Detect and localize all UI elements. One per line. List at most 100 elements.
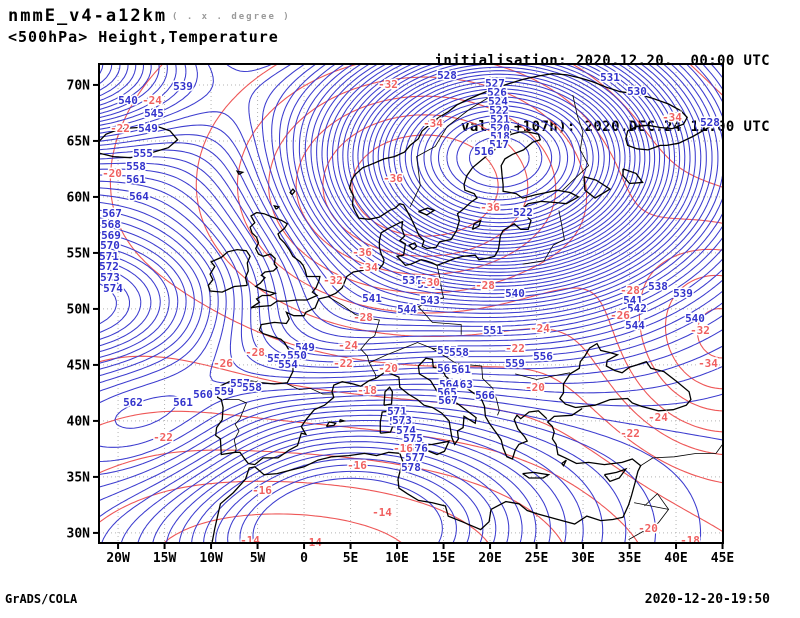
height-contour-line	[98, 63, 696, 295]
height-contour-line	[98, 63, 666, 273]
coastline	[471, 219, 482, 230]
height-contour-line	[342, 63, 656, 266]
coastline	[561, 459, 567, 467]
lon-tick-label: 5W	[250, 551, 266, 566]
temp-contour-label: -22	[333, 357, 353, 370]
height-contour-line	[98, 194, 724, 429]
lon-tick-label: 15E	[432, 551, 455, 566]
height-contour-line	[98, 231, 657, 544]
height-contour-line	[98, 63, 676, 280]
coastline	[211, 408, 642, 543]
height-contour-label: 575	[403, 432, 423, 445]
coastline	[583, 176, 612, 199]
height-contour-line	[98, 149, 724, 345]
coastline	[383, 386, 394, 406]
height-contour-label: 556	[533, 350, 553, 363]
height-contour-line	[98, 63, 724, 314]
height-contour-line	[416, 100, 582, 215]
height-contour-label: 570	[100, 239, 120, 252]
temp-contour-label: -26	[610, 309, 630, 322]
temp-contour-label: -34	[662, 111, 682, 124]
height-contour-line	[357, 63, 641, 256]
height-contour-label: 541	[362, 292, 382, 305]
lon-tick-label: 5E	[343, 551, 359, 566]
temp-contour-label: -28	[475, 279, 495, 292]
temp-contour-label: -28	[620, 284, 640, 297]
coastline	[522, 471, 551, 479]
height-contours	[98, 63, 724, 544]
height-contour-label: 526	[487, 86, 507, 99]
product-title: <500hPa> Height,Temperature	[8, 28, 279, 46]
temp-contour-label: -34	[423, 117, 443, 130]
height-contour-label: 559	[505, 357, 525, 370]
render-timestamp: 2020-12-20-19:50	[644, 592, 770, 607]
height-contour-line	[98, 63, 724, 339]
country-border	[417, 265, 462, 335]
temp-contour-label: -20	[378, 362, 398, 375]
height-contour-line	[98, 63, 681, 284]
height-contour-line	[98, 156, 724, 351]
height-contour-label: 522	[513, 206, 533, 219]
lon-tick-label: 35E	[618, 551, 641, 566]
coastline	[418, 207, 436, 216]
map-frame	[98, 63, 724, 544]
height-contour-label: 566	[475, 389, 495, 402]
height-contour-label: 558	[242, 381, 262, 394]
height-contour-label: 530	[627, 85, 647, 98]
height-contour-label: 557	[437, 344, 457, 357]
height-contour-line	[98, 63, 707, 302]
height-contour-label: 565	[437, 386, 457, 399]
lat-tick-label: 60N	[67, 190, 91, 205]
height-contour-label: 562	[123, 396, 143, 409]
temp-contour-label: -34	[358, 261, 378, 274]
lat-tick-label: 70N	[67, 78, 91, 93]
height-contour-label: 517	[489, 138, 509, 151]
temp-contour-label: -24	[338, 339, 358, 352]
height-contour-line	[203, 452, 497, 544]
lon-tick-label: 10E	[385, 551, 408, 566]
temp-contour-label: -16	[393, 442, 413, 455]
height-contour-line	[347, 63, 651, 263]
country-border	[409, 95, 492, 208]
height-contour-line	[98, 63, 691, 291]
country-border	[640, 444, 723, 467]
temp-contour-line	[163, 513, 403, 544]
height-contour-label: 572	[389, 415, 409, 428]
height-contour-line	[98, 266, 551, 544]
height-contour-line	[410, 96, 588, 220]
temp-contour-line	[98, 449, 563, 544]
height-contour-line	[98, 245, 604, 544]
temp-contour-label: -24	[142, 94, 162, 107]
height-contour-label: 540	[685, 312, 705, 325]
height-contour-label: 543	[420, 294, 440, 307]
height-contour-label: 518	[490, 130, 510, 143]
height-contour-line	[382, 77, 616, 239]
height-contour-label: 576	[408, 442, 428, 455]
height-contour-label: 564	[439, 378, 459, 391]
height-contour-label: 539	[417, 278, 437, 291]
height-contour-label: 578	[401, 461, 421, 474]
height-contour-label: 540	[118, 94, 138, 107]
height-contour-label: 527	[485, 77, 505, 90]
temp-contour-label: -18	[357, 384, 377, 397]
height-contour-label: 557	[230, 377, 250, 390]
coastline	[207, 248, 251, 293]
temp-contour-label: -20	[525, 381, 545, 394]
coastline	[338, 419, 347, 423]
height-contour-label: 549	[295, 341, 315, 354]
temp-contour-label: -24	[648, 411, 668, 424]
height-contour-line	[98, 209, 724, 463]
coastline	[235, 170, 245, 176]
height-contour-line	[239, 470, 457, 544]
temp-contour-label: -34	[698, 357, 718, 370]
temp-contour-label: -22	[110, 122, 130, 135]
height-contour-label: 559	[214, 385, 234, 398]
lon-tick-label: 25E	[525, 551, 548, 566]
lon-tick-label: 20E	[478, 551, 501, 566]
height-contour-label: 562	[437, 362, 457, 375]
coastline	[249, 211, 321, 309]
height-contour-line	[437, 115, 561, 201]
country-border	[369, 342, 440, 364]
temp-contour-label: -36	[352, 246, 372, 259]
